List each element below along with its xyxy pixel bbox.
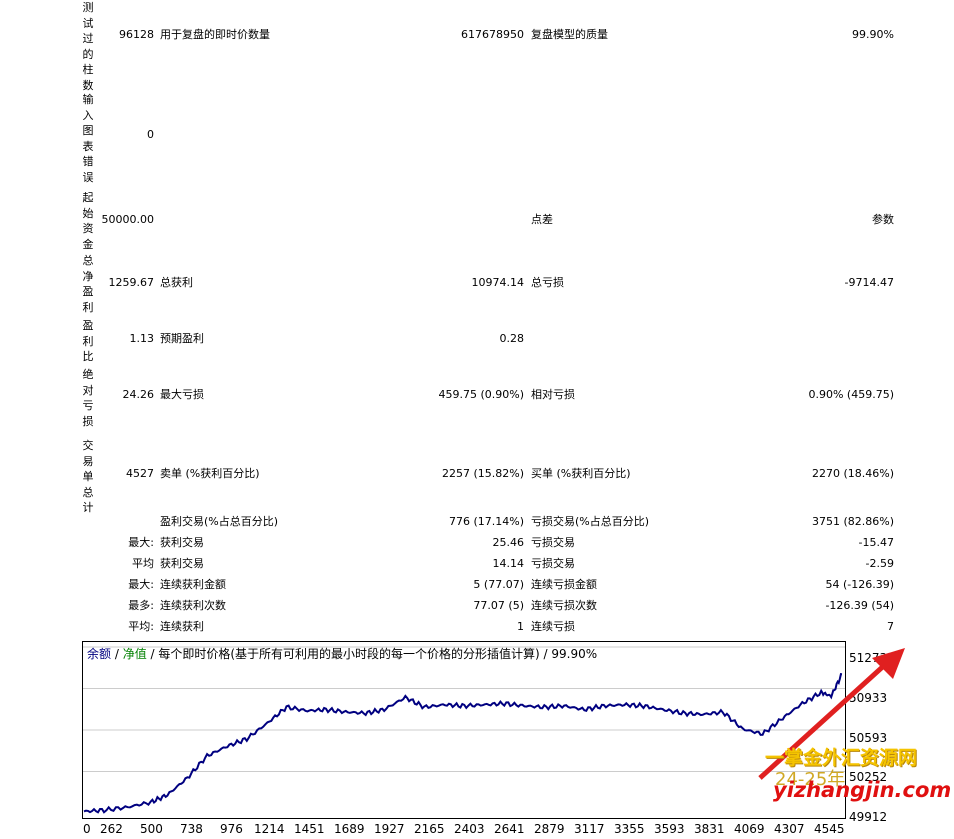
row-label: 绝对亏损 — [82, 368, 94, 428]
field-value: 25.46 — [492, 536, 525, 549]
x-tick-label: 4069 — [734, 822, 765, 836]
legend-equity: 净值 — [122, 647, 147, 661]
field-value: 459.75 (0.90%) — [438, 388, 524, 401]
chart-title: 余额 / 净值 / 每个即时价格(基于所有可利用的最小时段的每一个价格的分形插值… — [87, 645, 597, 662]
x-tick-label: 1689 — [334, 822, 365, 836]
x-tick-label: 4545 — [814, 822, 845, 836]
chart-plot — [83, 646, 845, 814]
x-tick-label: 2403 — [454, 822, 485, 836]
legend-sep: / — [146, 647, 159, 661]
row-value: 24.26 — [122, 388, 155, 401]
field-label: 获利交易 — [160, 557, 204, 570]
x-tick-label: 262 — [100, 822, 123, 836]
field-value: 0.90% (459.75) — [808, 388, 894, 401]
field-label: 总亏损 — [531, 276, 564, 289]
chart-title-rest: 每个即时价格(基于所有可利用的最小时段的每一个价格的分形插值计算) / 99.9… — [158, 647, 598, 661]
field-value: -2.59 — [865, 557, 894, 570]
field-value: 77.07 (5) — [473, 599, 524, 612]
field-label: 总获利 — [160, 276, 193, 289]
field-value: 2257 (15.82%) — [441, 467, 524, 480]
field-value: 1 — [517, 620, 524, 633]
field-value: 参数 — [872, 213, 894, 226]
field-label: 连续获利次数 — [160, 599, 226, 612]
row-prefix: 最大: — [128, 536, 154, 549]
x-tick-label: 1451 — [294, 822, 325, 836]
y-tick-label: 49912 — [849, 810, 888, 824]
legend-balance: 余额 — [87, 647, 112, 661]
field-label: 亏损交易 — [531, 557, 575, 570]
field-label: 点差 — [531, 213, 553, 226]
row-value: 0 — [147, 128, 154, 141]
row-value: 4527 — [126, 467, 154, 480]
row-prefix: 最大: — [128, 578, 154, 591]
field-value: 14.14 — [492, 557, 525, 570]
y-tick-label: 51273 — [849, 651, 888, 665]
row-label: 起始资金 — [82, 191, 94, 251]
x-tick-label: 1214 — [254, 822, 285, 836]
x-tick-label: 500 — [140, 822, 163, 836]
series-line-balance — [83, 673, 843, 814]
field-value: 7 — [887, 620, 894, 633]
x-tick-label: 2641 — [494, 822, 525, 836]
row-value: 50000.00 — [101, 213, 155, 226]
field-value: 2270 (18.46%) — [811, 467, 894, 480]
field-label: 连续亏损金额 — [531, 578, 597, 591]
field-label: 复盘模型的质量 — [531, 28, 608, 41]
field-label: 用于复盘的即时价数量 — [160, 28, 270, 41]
x-tick-label: 976 — [220, 822, 243, 836]
field-value: -126.39 (54) — [825, 599, 894, 612]
row-prefix: 最多: — [128, 599, 154, 612]
equity-chart: 余额 / 净值 / 每个即时价格(基于所有可利用的最小时段的每一个价格的分形插值… — [82, 641, 846, 819]
x-tick-label: 1927 — [374, 822, 405, 836]
x-tick-label: 4307 — [774, 822, 805, 836]
row-label: 输入图表错误 — [82, 93, 94, 184]
watermark-title: 一掌金外汇资源网 — [765, 747, 918, 769]
field-value: 0.28 — [499, 332, 525, 345]
x-tick-label: 738 — [180, 822, 203, 836]
field-label: 买单 (%获利百分比) — [531, 467, 631, 480]
field-value: -15.47 — [858, 536, 894, 549]
row-value: 1259.67 — [108, 276, 155, 289]
row-prefix: 平均: — [128, 620, 154, 633]
x-tick-label: 3593 — [654, 822, 685, 836]
field-label: 盈利交易(%占总百分比) — [160, 515, 279, 528]
field-value: 617678950 — [461, 28, 524, 41]
row-label: 测试过的柱数 — [82, 1, 94, 92]
x-tick-label: 3831 — [694, 822, 725, 836]
field-label: 连续获利 — [160, 620, 204, 633]
field-label: 连续亏损次数 — [531, 599, 597, 612]
x-tick-label: 3117 — [574, 822, 605, 836]
field-value: 99.90% — [852, 28, 894, 41]
x-tick-label: 2879 — [534, 822, 565, 836]
field-value: 5 (77.07) — [473, 578, 524, 591]
field-value: 54 (-126.39) — [825, 578, 894, 591]
field-value: 776 (17.14%) — [448, 515, 524, 528]
row-value: 1.13 — [129, 332, 155, 345]
row-value: 96128 — [119, 28, 154, 41]
y-tick-label: 50933 — [849, 691, 888, 705]
x-tick-label: 0 — [83, 822, 91, 836]
row-label: 盈利比 — [82, 319, 94, 363]
field-value: 10974.14 — [471, 276, 525, 289]
field-label: 最大亏损 — [160, 388, 204, 401]
field-label: 相对亏损 — [531, 388, 575, 401]
x-tick-label: 3355 — [614, 822, 645, 836]
field-value: 3751 (82.86%) — [811, 515, 894, 528]
field-label: 连续亏损 — [531, 620, 575, 633]
field-label: 亏损交易 — [531, 536, 575, 549]
field-label: 连续获利金额 — [160, 578, 226, 591]
field-label: 亏损交易(%占总百分比) — [531, 515, 650, 528]
row-label: 总净盈利 — [82, 254, 94, 314]
legend-sep: / — [111, 647, 123, 661]
field-label: 预期盈利 — [160, 332, 204, 345]
field-value: -9714.47 — [844, 276, 894, 289]
watermark-url: yizhangjin.com — [773, 778, 952, 802]
watermark-year: 24-25年 — [775, 769, 846, 790]
x-tick-label: 2165 — [414, 822, 445, 836]
row-label: 交易单总计 — [82, 439, 94, 514]
row-prefix: 平均 — [132, 557, 154, 570]
field-label: 卖单 (%获利百分比) — [160, 467, 260, 480]
field-label: 获利交易 — [160, 536, 204, 549]
